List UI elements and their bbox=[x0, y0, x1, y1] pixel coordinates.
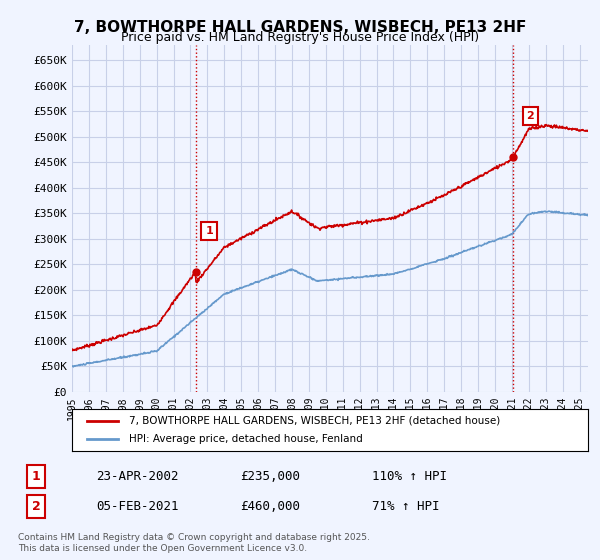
Text: Contains HM Land Registry data © Crown copyright and database right 2025.
This d: Contains HM Land Registry data © Crown c… bbox=[18, 533, 370, 553]
Text: 71% ↑ HPI: 71% ↑ HPI bbox=[372, 500, 439, 514]
Text: 23-APR-2002: 23-APR-2002 bbox=[96, 469, 179, 483]
Text: 1: 1 bbox=[32, 469, 40, 483]
Text: 7, BOWTHORPE HALL GARDENS, WISBECH, PE13 2HF: 7, BOWTHORPE HALL GARDENS, WISBECH, PE13… bbox=[74, 20, 526, 35]
Text: HPI: Average price, detached house, Fenland: HPI: Average price, detached house, Fenl… bbox=[129, 434, 362, 444]
Text: Price paid vs. HM Land Registry's House Price Index (HPI): Price paid vs. HM Land Registry's House … bbox=[121, 31, 479, 44]
Text: 110% ↑ HPI: 110% ↑ HPI bbox=[372, 469, 447, 483]
Text: 2: 2 bbox=[526, 111, 534, 122]
Text: £235,000: £235,000 bbox=[240, 469, 300, 483]
Text: £460,000: £460,000 bbox=[240, 500, 300, 514]
Text: 05-FEB-2021: 05-FEB-2021 bbox=[96, 500, 179, 514]
Text: 1: 1 bbox=[205, 226, 213, 236]
Text: 2: 2 bbox=[32, 500, 40, 514]
Text: 7, BOWTHORPE HALL GARDENS, WISBECH, PE13 2HF (detached house): 7, BOWTHORPE HALL GARDENS, WISBECH, PE13… bbox=[129, 416, 500, 426]
